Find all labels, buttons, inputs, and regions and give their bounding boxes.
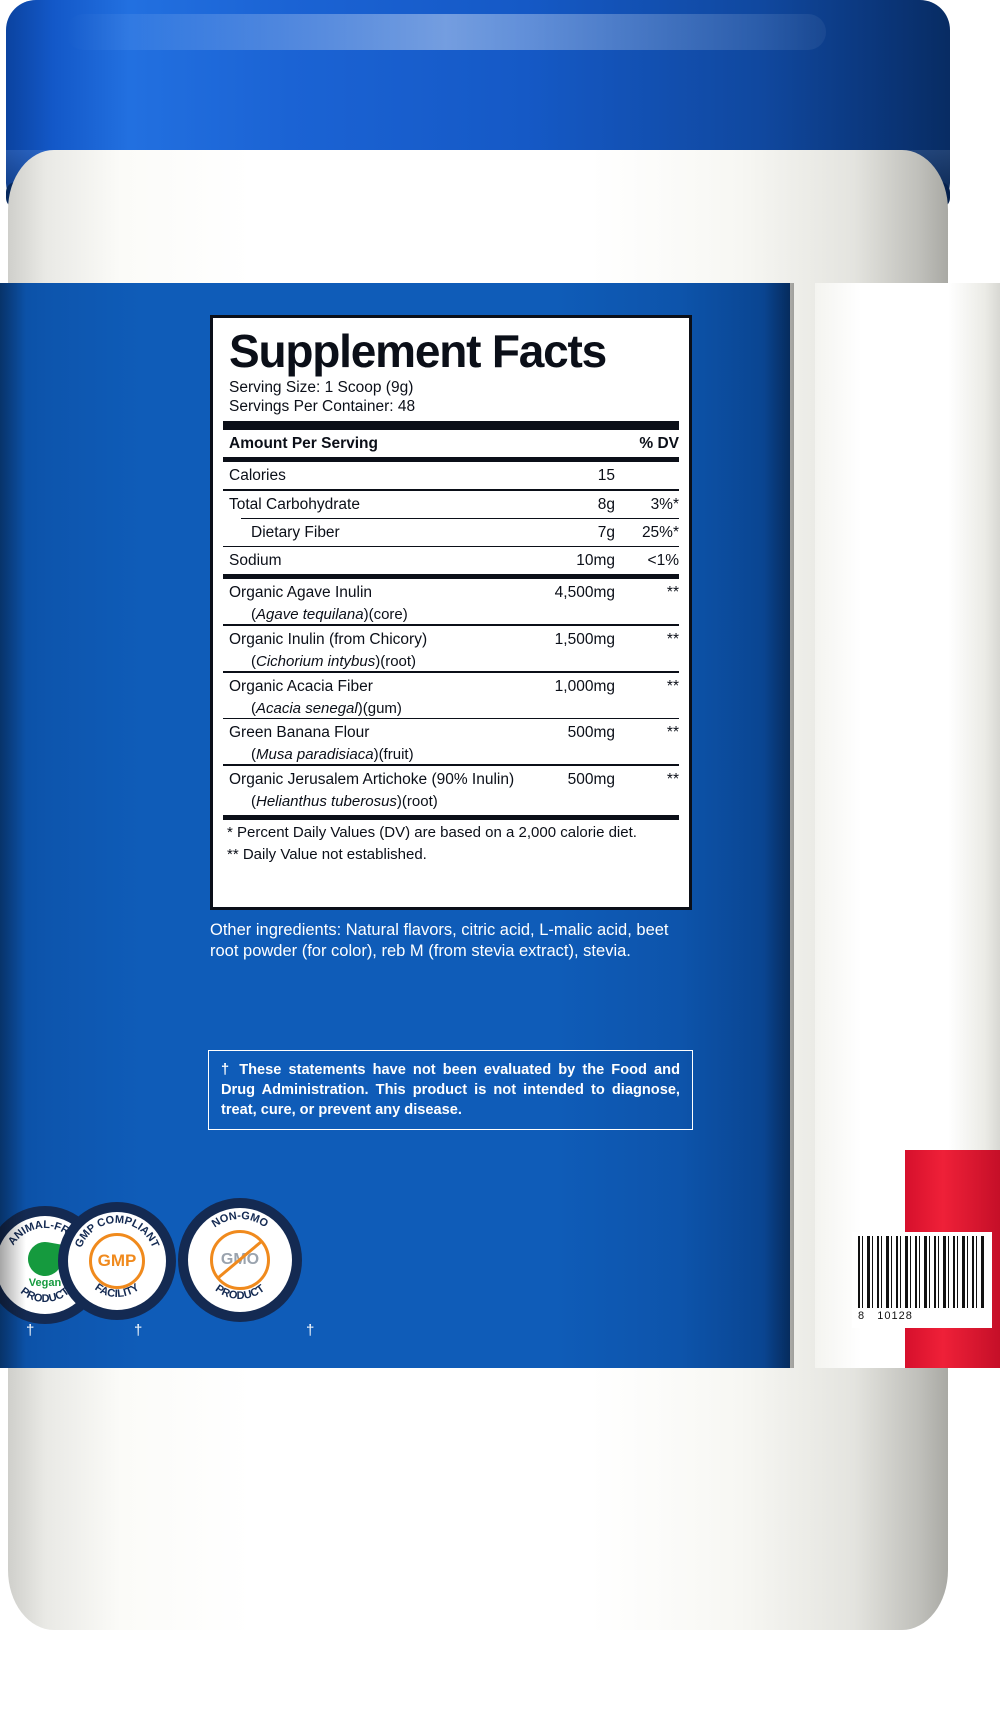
nutrient-dv: 3%* bbox=[650, 495, 679, 513]
servings-per-container: Servings Per Container: 48 bbox=[229, 398, 416, 415]
serving-size: Serving Size: 1 Scoop (9g) bbox=[229, 379, 414, 396]
ingredient-name: Organic Inulin (from Chicory) bbox=[229, 631, 428, 649]
ingredient-latin-line: (Agave tequilana)(core) bbox=[251, 606, 408, 624]
plant-part: (root) bbox=[401, 792, 438, 810]
nutrient-dv: 25%* bbox=[641, 523, 679, 541]
gmp-arc-text: GMP COMPLIANT FACILITY bbox=[73, 1214, 161, 1300]
nutrient-name: Total Carbohydrate bbox=[229, 495, 360, 513]
ingredient-latin-line: (Helianthus tuberosus)(root) bbox=[251, 792, 438, 810]
amount-header-label: Amount Per Serving bbox=[229, 435, 378, 452]
badge-center-label: Vegan bbox=[28, 1276, 62, 1289]
table-row: Sodium 10mg <1% bbox=[223, 547, 679, 574]
supplement-facts-panel: Supplement Facts Serving Size: 1 Scoop (… bbox=[210, 315, 692, 910]
ingredient-name: Organic Agave Inulin bbox=[229, 584, 373, 602]
nutrient-amount: 15 bbox=[597, 467, 615, 484]
badge-center-label: GMP bbox=[97, 1251, 137, 1270]
ingredient-latin-line: (Musa paradisiaca)(fruit) bbox=[251, 746, 414, 764]
svg-text:NON-GMO: NON-GMO bbox=[210, 1210, 271, 1230]
gmp-check-icon: GMP bbox=[89, 1233, 145, 1289]
barcode: 8 10128 bbox=[852, 1232, 992, 1328]
ingredient-amount: 500mg bbox=[567, 724, 615, 742]
badge-dagger: † bbox=[134, 1322, 143, 1339]
footnote-not-established: ** Daily Value not established. bbox=[227, 845, 427, 863]
ingredient-amount: 1,500mg bbox=[554, 631, 615, 649]
gmo-crossed-icon: GMO bbox=[210, 1230, 270, 1290]
ingredient-dv: ** bbox=[666, 677, 679, 695]
barcode-number: 8 10128 bbox=[858, 1310, 913, 1322]
plant-part: (root) bbox=[380, 653, 417, 671]
divider bbox=[223, 764, 679, 766]
badge-non-gmo: NON-GMO PRODUCT GMO bbox=[178, 1198, 302, 1322]
dv-header-label: % DV bbox=[639, 435, 679, 452]
divider-medium bbox=[223, 814, 679, 820]
divider-thick bbox=[223, 421, 679, 430]
ingredient-name: Organic Acacia Fiber bbox=[229, 677, 373, 695]
table-row: Organic Acacia Fiber 1,000mg ** bbox=[223, 673, 679, 700]
nutrient-amount: 10mg bbox=[576, 552, 615, 570]
nutrient-amount: 8g bbox=[597, 495, 615, 513]
nutrient-amount: 7g bbox=[597, 523, 615, 541]
ingredient-latin-line: (Cichorium intybus)(root) bbox=[251, 653, 417, 671]
badge-dagger: † bbox=[26, 1322, 35, 1339]
divider bbox=[223, 489, 679, 491]
latin-name: Agave tequilana bbox=[256, 606, 364, 624]
ingredient-amount: 500mg bbox=[567, 770, 615, 788]
badge-gmp: GMP COMPLIANT FACILITY GMP bbox=[58, 1202, 176, 1320]
barcode-bars bbox=[858, 1236, 986, 1308]
footnote-daily-value: * Percent Daily Values (DV) are based on… bbox=[227, 823, 637, 841]
nongmo-arc-text: NON-GMO PRODUCT bbox=[210, 1210, 271, 1302]
ingredient-name: Green Banana Flour bbox=[229, 724, 370, 742]
nutrient-name: Calories bbox=[229, 467, 286, 484]
svg-text:PRODUCT: PRODUCT bbox=[18, 1285, 72, 1305]
badge-dagger: † bbox=[306, 1322, 315, 1339]
ingredient-dv: ** bbox=[666, 770, 679, 788]
nutrient-name: Sodium bbox=[229, 552, 282, 570]
nutrient-name: Dietary Fiber bbox=[251, 523, 340, 541]
latin-name: Cichorium intybus bbox=[256, 653, 376, 671]
ingredient-name: Organic Jerusalem Artichoke (90% Inulin) bbox=[229, 770, 515, 788]
fda-disclaimer: † These statements have not been evaluat… bbox=[208, 1050, 693, 1130]
table-row: Organic Agave Inulin 4,500mg ** bbox=[223, 579, 679, 606]
other-ingredients-text: Other ingredients: Natural flavors, citr… bbox=[210, 921, 669, 960]
plant-part: (core) bbox=[368, 606, 408, 624]
amount-per-serving-header: Amount Per Serving % DV bbox=[223, 430, 679, 457]
ingredient-dv: ** bbox=[666, 724, 679, 742]
certification-badges: ANIMAL-FREE PRODUCT Vegan GMP COMPLIANT … bbox=[0, 1196, 326, 1339]
plant-part: (fruit) bbox=[378, 746, 414, 764]
svg-text:FACILITY: FACILITY bbox=[93, 1281, 142, 1300]
table-row: Green Banana Flour 500mg ** bbox=[223, 719, 679, 746]
ingredient-amount: 1,000mg bbox=[554, 677, 615, 695]
divider bbox=[241, 517, 679, 519]
table-row: Organic Jerusalem Artichoke (90% Inulin)… bbox=[223, 766, 679, 793]
latin-name: Acacia senegal bbox=[256, 699, 358, 717]
table-row: Dietary Fiber 7g 25%* bbox=[223, 519, 679, 546]
latin-name: Helianthus tuberosus bbox=[256, 792, 397, 810]
plant-part: (gum) bbox=[362, 699, 402, 717]
divider bbox=[223, 717, 679, 720]
svg-text:PRODUCT: PRODUCT bbox=[213, 1282, 267, 1302]
ingredient-latin-line: (Acacia senegal)(gum) bbox=[251, 699, 402, 717]
divider-medium bbox=[223, 457, 679, 462]
label-shadow-left bbox=[0, 283, 26, 1368]
supplement-facts-title: Supplement Facts bbox=[229, 325, 607, 377]
table-row: Calories 15 bbox=[223, 462, 679, 489]
divider-medium bbox=[223, 574, 679, 580]
nutrient-dv: <1% bbox=[647, 552, 679, 570]
latin-name: Musa paradisiaca bbox=[256, 746, 374, 764]
divider bbox=[223, 671, 679, 673]
table-row: Organic Inulin (from Chicory) 1,500mg ** bbox=[223, 626, 679, 653]
ingredient-amount: 4,500mg bbox=[554, 584, 615, 602]
label-shadow-right bbox=[764, 283, 794, 1368]
divider bbox=[223, 624, 679, 627]
lid-gloss bbox=[66, 14, 826, 50]
ingredient-dv: ** bbox=[666, 584, 679, 602]
ingredient-dv: ** bbox=[666, 631, 679, 649]
svg-text:GMP COMPLIANT: GMP COMPLIANT bbox=[73, 1214, 161, 1250]
barcode-digits: 10128 bbox=[877, 1310, 913, 1322]
divider bbox=[223, 545, 679, 548]
table-row: Total Carbohydrate 8g 3%* bbox=[223, 491, 679, 518]
barcode-digit-left: 8 bbox=[858, 1310, 866, 1322]
